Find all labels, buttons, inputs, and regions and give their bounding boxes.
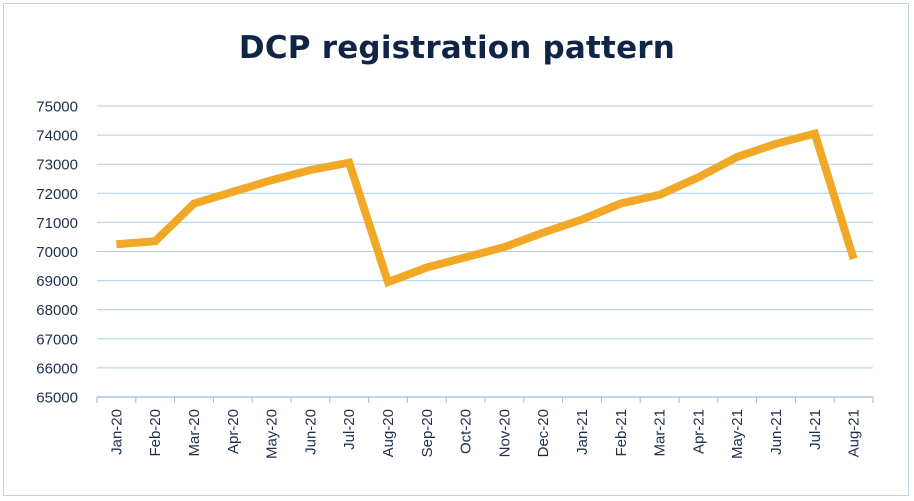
chart-title: DCP registration pattern	[238, 30, 676, 66]
x-tick-label: Dec-20	[535, 409, 552, 457]
x-tick-label: Jul-21	[807, 409, 824, 450]
x-axis-ticks: Jan-20 Feb-20 Mar-20 Apr-20 May-20 Jun-20 Jul-…	[108, 409, 862, 459]
x-tick-label: Jul-20	[341, 409, 358, 450]
x-tick-label: Apr-21	[690, 409, 707, 454]
y-tick-label: 67000	[36, 331, 78, 348]
y-tick-label: 71000	[36, 215, 78, 232]
series-line	[116, 128, 858, 288]
x-tick-label: Jan-21	[574, 409, 591, 455]
x-tick-label: Feb-20	[147, 409, 164, 457]
x-tick-label: Mar-20	[186, 409, 203, 457]
y-tick-label: 73000	[36, 157, 78, 174]
x-tick-label: Mar-21	[652, 409, 669, 457]
y-tick-label: 70000	[36, 244, 78, 261]
gridlines	[97, 105, 873, 369]
x-tick-label: Jun-21	[768, 409, 785, 455]
x-tick-label: Aug-21	[846, 409, 863, 457]
x-tick-label: Oct-20	[458, 409, 475, 454]
x-tick-label: Jan-20	[108, 409, 125, 455]
x-tick-label: May-21	[729, 409, 746, 459]
y-tick-label: 69000	[36, 273, 78, 290]
x-tick-label: Apr-20	[225, 409, 242, 454]
y-tick-label: 66000	[36, 360, 78, 377]
x-tick-label: Nov-20	[496, 409, 513, 457]
x-tick-label: May-20	[264, 409, 281, 459]
x-tick-label: Feb-21	[613, 409, 630, 457]
x-axis	[96, 396, 874, 403]
y-tick-label: 68000	[36, 302, 78, 319]
y-tick-label: 75000	[36, 99, 78, 116]
x-tick-label: Sep-20	[419, 409, 436, 457]
x-tick-label: Jun-20	[302, 409, 319, 455]
y-tick-label: 74000	[36, 128, 78, 145]
chart-frame	[3, 3, 909, 496]
y-axis-ticks: 65000 66000 67000 68000 69000 70000 71000 72000…	[36, 99, 78, 407]
series-layer	[116, 128, 858, 288]
y-tick-label: 72000	[36, 186, 78, 203]
y-tick-label: 65000	[36, 390, 78, 407]
x-tick-label: Aug-20	[380, 409, 397, 457]
